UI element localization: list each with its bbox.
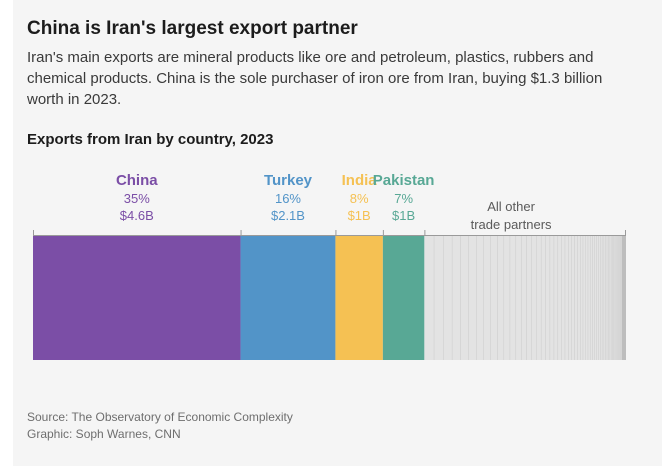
value-label-china: $4.6B [120,208,154,223]
value-label-pakistan: $1B [392,208,415,223]
chart-subtitle: Iran's main exports are mineral products… [27,49,603,108]
value-label-turkey: $2.1B [271,208,305,223]
category-label-india: India [342,172,378,189]
percent-label-turkey: 16% [275,191,301,206]
bar-segment-china [33,236,241,360]
bar-segment-india [335,236,383,360]
bar-segment-turkey [240,236,336,360]
chart-card [13,0,662,466]
bar-segment-all-other-trade-partners [424,236,626,360]
other-partners-label: All other [487,199,535,214]
graphic-credit: Graphic: Soph Warnes, CNN [27,427,181,441]
percent-label-pakistan: 7% [394,191,413,206]
chart-headline: China is Iran's largest export partner [27,18,358,39]
source-note: Source: The Observatory of Economic Comp… [27,410,293,424]
percent-label-china: 35% [124,191,150,206]
bar-segment-pakistan [382,236,425,360]
chart-title: Exports from Iran by country, 2023 [27,131,274,148]
percent-label-india: 8% [350,191,369,206]
category-label-pakistan: Pakistan [373,172,435,189]
value-label-india: $1B [348,208,371,223]
category-label-china: China [116,172,158,189]
chart-footer: Source: The Observatory of Economic Comp… [27,409,293,443]
other-partner-tail [622,236,626,360]
category-label-turkey: Turkey [264,172,313,189]
other-partners-label: trade partners [471,217,552,232]
